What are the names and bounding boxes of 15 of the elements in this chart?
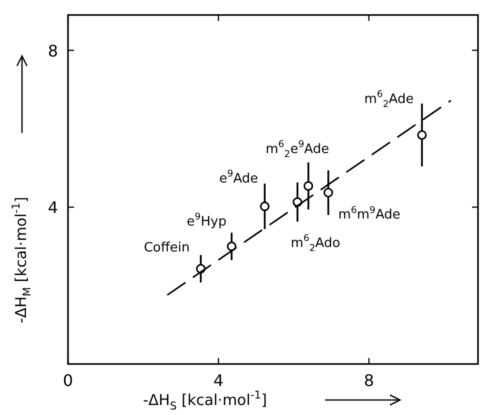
annotation: m$^{6}$m$^{9}$Ade <box>338 204 400 223</box>
x-tick-label: 0 <box>62 371 74 390</box>
point <box>323 188 334 198</box>
annotation: Coffein <box>144 240 190 256</box>
x-axis-title: -ΔH$_{S}$ [kcal·mol$^{-1}$] <box>142 388 268 412</box>
annotation: m$^{6}$$_{2}$e$^{9}$Ade <box>266 139 330 160</box>
point <box>260 202 270 212</box>
point <box>304 181 314 191</box>
annotation: m$^{6}$$_{2}$Ado <box>290 233 340 254</box>
x-tick-label: 4 <box>213 371 224 390</box>
annotation: e$^{9}$Hyp <box>186 212 226 230</box>
annotation: e$^{9}$Ade <box>219 168 258 186</box>
point <box>417 130 427 140</box>
annotation: m$^{6}$$_{2}$Ade <box>364 89 414 110</box>
x-tick-label: 8 <box>364 371 374 390</box>
